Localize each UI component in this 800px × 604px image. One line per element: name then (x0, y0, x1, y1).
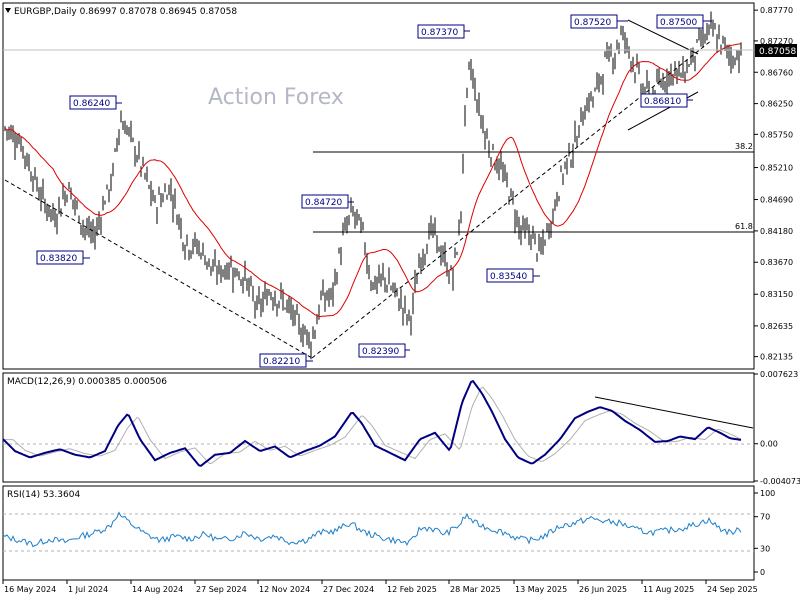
annotation-box (486, 268, 534, 283)
rsi-tick-label: 100 (760, 489, 775, 498)
annotation-label: 0.87370 (421, 28, 458, 38)
price-tick-label: 0.83150 (760, 290, 793, 299)
time-tick-label: 28 Mar 2025 (450, 585, 501, 594)
time-tick-label: 16 May 2024 (4, 585, 56, 594)
rsi-tick-label: 0 (760, 568, 765, 577)
price-axis: 0.87770 0.87270 0.86760 0.86250 0.85750 0.852… (754, 6, 793, 362)
annotation-box (640, 93, 688, 108)
annotation-label: 0.82210 (263, 357, 300, 367)
annotation-box (69, 95, 117, 110)
macd-signal-line (3, 386, 742, 465)
uptrend-line (311, 39, 713, 359)
annotation-label: 0.86240 (73, 99, 110, 109)
price-tick-label: 0.85750 (760, 130, 793, 139)
annotation-label: 0.87500 (660, 18, 697, 28)
annotation-label: 0.87520 (574, 18, 611, 28)
time-tick-label: 1 Jul 2024 (68, 585, 108, 594)
annotation-box (417, 24, 465, 39)
price-panel-frame (2, 2, 755, 370)
time-tick-label: 11 Aug 2025 (643, 585, 694, 594)
annotation-label: 0.84720 (305, 198, 342, 208)
rsi-tick-label: 30 (760, 544, 770, 553)
current-price-tag (755, 44, 797, 57)
annotation-box (36, 250, 84, 265)
header-symbol-line: EURGBP,Daily 0.86997 0.87078 0.86945 0.8… (14, 7, 237, 17)
price-tick-label: 0.82635 (760, 322, 793, 331)
time-tick-label: 27 Sep 2024 (196, 585, 247, 594)
moving-average-line (4, 43, 742, 318)
time-tick-label: 24 Sep 2025 (707, 585, 758, 594)
annotation-box (570, 14, 618, 29)
price-tick-label: 0.86760 (760, 68, 793, 77)
fib-618-label: 61.8 (735, 222, 753, 231)
macd-panel-frame (2, 372, 755, 483)
rsi-panel-frame (2, 485, 755, 581)
rsi-line (2, 511, 742, 548)
macd-tick-label: 0.007623 (760, 370, 798, 379)
macd-main-line (2, 379, 742, 467)
price-tick-label: 0.83670 (760, 258, 793, 267)
macd-tick-label: -0.004073 (760, 477, 800, 486)
time-axis: 16 May 2024 1 Jul 2024 14 Aug 2024 27 Sep 2… (2, 580, 758, 594)
price-tick-label: 0.86250 (760, 100, 793, 109)
rsi-title: RSI(14) 53.3604 (7, 490, 80, 500)
annotation-label: 0.86810 (644, 97, 681, 107)
price-tick-label: 0.84180 (760, 227, 793, 236)
downtrend-line (4, 179, 313, 359)
watermark: Action Forex (208, 85, 344, 110)
annotation-label: 0.82390 (362, 347, 399, 357)
time-tick-label: 14 Aug 2024 (132, 585, 183, 594)
time-tick-label: 27 Dec 2024 (323, 585, 374, 594)
annotation-box (259, 353, 307, 368)
time-tick-label: 13 May 2025 (515, 585, 567, 594)
price-tick-label: 0.87770 (760, 6, 793, 15)
time-tick-label: 26 Jun 2025 (579, 585, 627, 594)
annotation-box (301, 194, 349, 209)
annotation-label: 0.83540 (490, 272, 527, 282)
price-tick-label: 0.84690 (760, 196, 793, 205)
triangle-upper-line (627, 19, 699, 55)
rsi-tick-label: 70 (760, 513, 770, 522)
dropdown-triangle-icon[interactable] (5, 8, 11, 13)
price-tick-label: 0.87270 (760, 37, 793, 46)
current-price-label: 0.87058 (759, 47, 796, 57)
fib-382-label: 38.2 (735, 142, 753, 151)
price-tick-label: 0.85210 (760, 164, 793, 173)
macd-axis: 0.007623 0.00 -0.004073 (754, 370, 800, 486)
time-tick-label: 12 Feb 2025 (387, 585, 437, 594)
annotation-box (656, 14, 704, 29)
macd-title: MACD(12,26,9) 0.000385 0.000506 (7, 377, 167, 387)
rsi-axis: 100 70 30 0 (754, 489, 775, 577)
time-tick-label: 12 Nov 2024 (259, 585, 310, 594)
macd-divergence-line (594, 396, 754, 429)
price-tick-label: 0.82135 (760, 353, 793, 362)
annotation-box (358, 343, 406, 358)
annotation-label: 0.83820 (40, 254, 77, 264)
price-annotations: 0.87370 0.87520 0.87500 0.86240 0.84720 0.838… (36, 14, 712, 368)
macd-tick-label: 0.00 (760, 440, 778, 449)
